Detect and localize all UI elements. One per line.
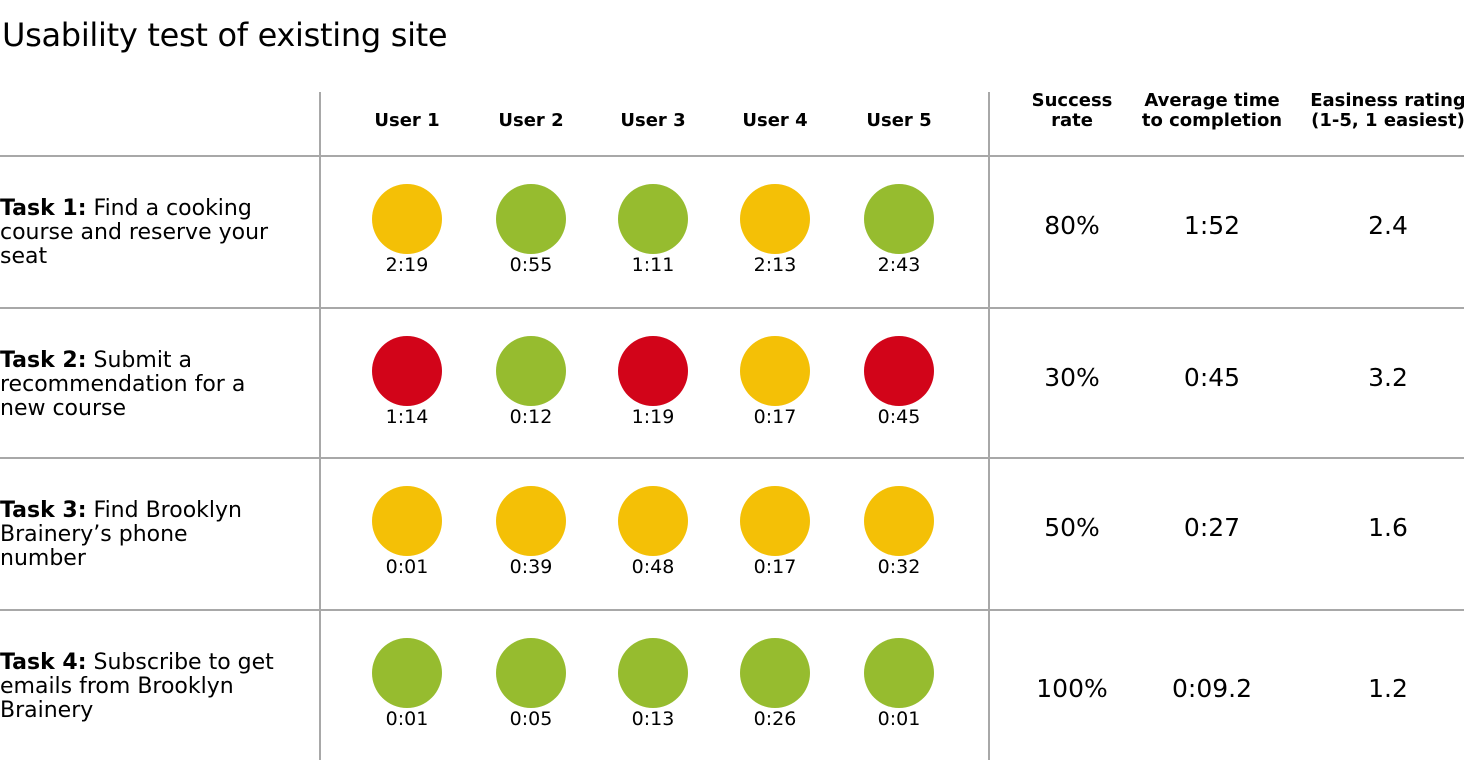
result-dot-fail	[864, 336, 934, 406]
row-divider	[0, 609, 1464, 611]
result-dot-partial	[740, 486, 810, 556]
completion-time: 1:11	[631, 254, 675, 276]
row-divider	[0, 307, 1464, 309]
metric-success-rate: 80%	[1044, 211, 1100, 240]
user-header: User 3	[620, 110, 686, 131]
completion-time: 0:01	[385, 556, 429, 578]
metric-header-line: to completion	[1141, 110, 1283, 131]
task-number: Task 1:	[0, 196, 87, 221]
task-label-line: Task 3: Find Brooklyn	[0, 498, 242, 523]
completion-time: 0:17	[753, 406, 797, 428]
result-dot-partial	[740, 336, 810, 406]
metric-easiness: 1.6	[1368, 513, 1408, 542]
metric-easiness: 2.4	[1368, 211, 1408, 240]
completion-time: 1:19	[631, 406, 675, 428]
result-dot-success	[496, 184, 566, 254]
task-label-line: Task 1: Find a cooking	[0, 196, 252, 221]
completion-time: 2:19	[385, 254, 429, 276]
task-label-line: Brainery	[0, 698, 94, 723]
task-label-line: emails from Brooklyn	[0, 674, 234, 699]
result-dot-success	[496, 336, 566, 406]
metric-success-rate: 50%	[1044, 513, 1100, 542]
completion-time: 1:14	[385, 406, 429, 428]
metric-avg-time: 0:09.2	[1172, 674, 1252, 703]
completion-time: 0:13	[631, 708, 675, 730]
completion-time: 0:26	[753, 708, 797, 730]
task-label-line: Task 4: Subscribe to get	[0, 650, 274, 675]
completion-time: 0:17	[753, 556, 797, 578]
result-dot-success	[618, 184, 688, 254]
task-label: Task 2: Submit a recommendation for a new …	[0, 349, 300, 421]
result-dot-fail	[618, 336, 688, 406]
task-label-line: Task 2: Submit a	[0, 348, 193, 373]
user-header: User 4	[742, 110, 808, 131]
result-dot-success	[740, 638, 810, 708]
page-title: Usability test of existing site	[2, 16, 448, 54]
task-number: Task 3:	[0, 498, 87, 523]
metric-easiness: 1.2	[1368, 674, 1408, 703]
result-dot-partial	[864, 486, 934, 556]
result-dot-success	[864, 184, 934, 254]
completion-time: 0:39	[509, 556, 553, 578]
result-dot-success	[864, 638, 934, 708]
completion-time: 2:13	[753, 254, 797, 276]
completion-time: 0:01	[877, 708, 921, 730]
completion-time: 0:12	[509, 406, 553, 428]
completion-time: 0:45	[877, 406, 921, 428]
metric-header-success-rate: Success rate	[1032, 91, 1113, 131]
metric-header-line: (1-5, 1 easiest)	[1311, 110, 1464, 131]
metric-avg-time: 0:45	[1183, 363, 1241, 392]
metric-avg-time: 0:27	[1183, 513, 1241, 542]
result-dot-partial	[372, 184, 442, 254]
task-label: Task 3: Find Brooklyn Brainery’s phone num…	[0, 499, 300, 571]
task-label-line: seat	[0, 244, 48, 269]
result-dot-success	[496, 638, 566, 708]
task-label: Task 4: Subscribe to get emails from Broo…	[0, 651, 300, 723]
result-dot-partial	[372, 486, 442, 556]
task-label-line: new course	[0, 396, 127, 421]
task-number: Task 2:	[0, 348, 87, 373]
completion-time: 0:55	[509, 254, 553, 276]
row-divider	[0, 457, 1464, 459]
user-header: User 5	[866, 110, 932, 131]
task-label-line: course and reserve your	[0, 220, 269, 245]
metric-easiness: 3.2	[1368, 363, 1408, 392]
metric-header-line: rate	[1051, 110, 1093, 131]
user-header: User 2	[498, 110, 564, 131]
task-label-line: number	[0, 546, 86, 571]
result-dot-partial	[496, 486, 566, 556]
user-header: User 1	[374, 110, 440, 131]
completion-time: 0:01	[385, 708, 429, 730]
result-dot-partial	[618, 486, 688, 556]
completion-time: 0:05	[509, 708, 553, 730]
completion-time: 0:32	[877, 556, 921, 578]
task-label-line: recommendation for a	[0, 372, 246, 397]
metric-header-line: Easiness rating	[1310, 90, 1464, 111]
metric-avg-time: 1:52	[1183, 211, 1241, 240]
result-dot-partial	[740, 184, 810, 254]
metric-header-line: Average time	[1144, 90, 1280, 111]
metric-header-avg-time: Average time to completion	[1142, 91, 1282, 131]
result-dot-fail	[372, 336, 442, 406]
column-divider	[988, 92, 990, 760]
metric-header-line: Success	[1031, 90, 1113, 111]
result-dot-success	[618, 638, 688, 708]
completion-time: 2:43	[877, 254, 921, 276]
metric-header-easiness: Easiness rating (1-5, 1 easiest)	[1310, 91, 1464, 131]
result-dot-success	[372, 638, 442, 708]
metric-success-rate: 100%	[1036, 674, 1108, 703]
row-divider	[0, 155, 1464, 157]
task-number: Task 4:	[0, 650, 87, 675]
task-label-line: Brainery’s phone	[0, 522, 188, 547]
metric-success-rate: 30%	[1044, 363, 1100, 392]
completion-time: 0:48	[631, 556, 675, 578]
column-divider	[319, 92, 321, 760]
task-label: Task 1: Find a cooking course and reserve…	[0, 197, 300, 269]
